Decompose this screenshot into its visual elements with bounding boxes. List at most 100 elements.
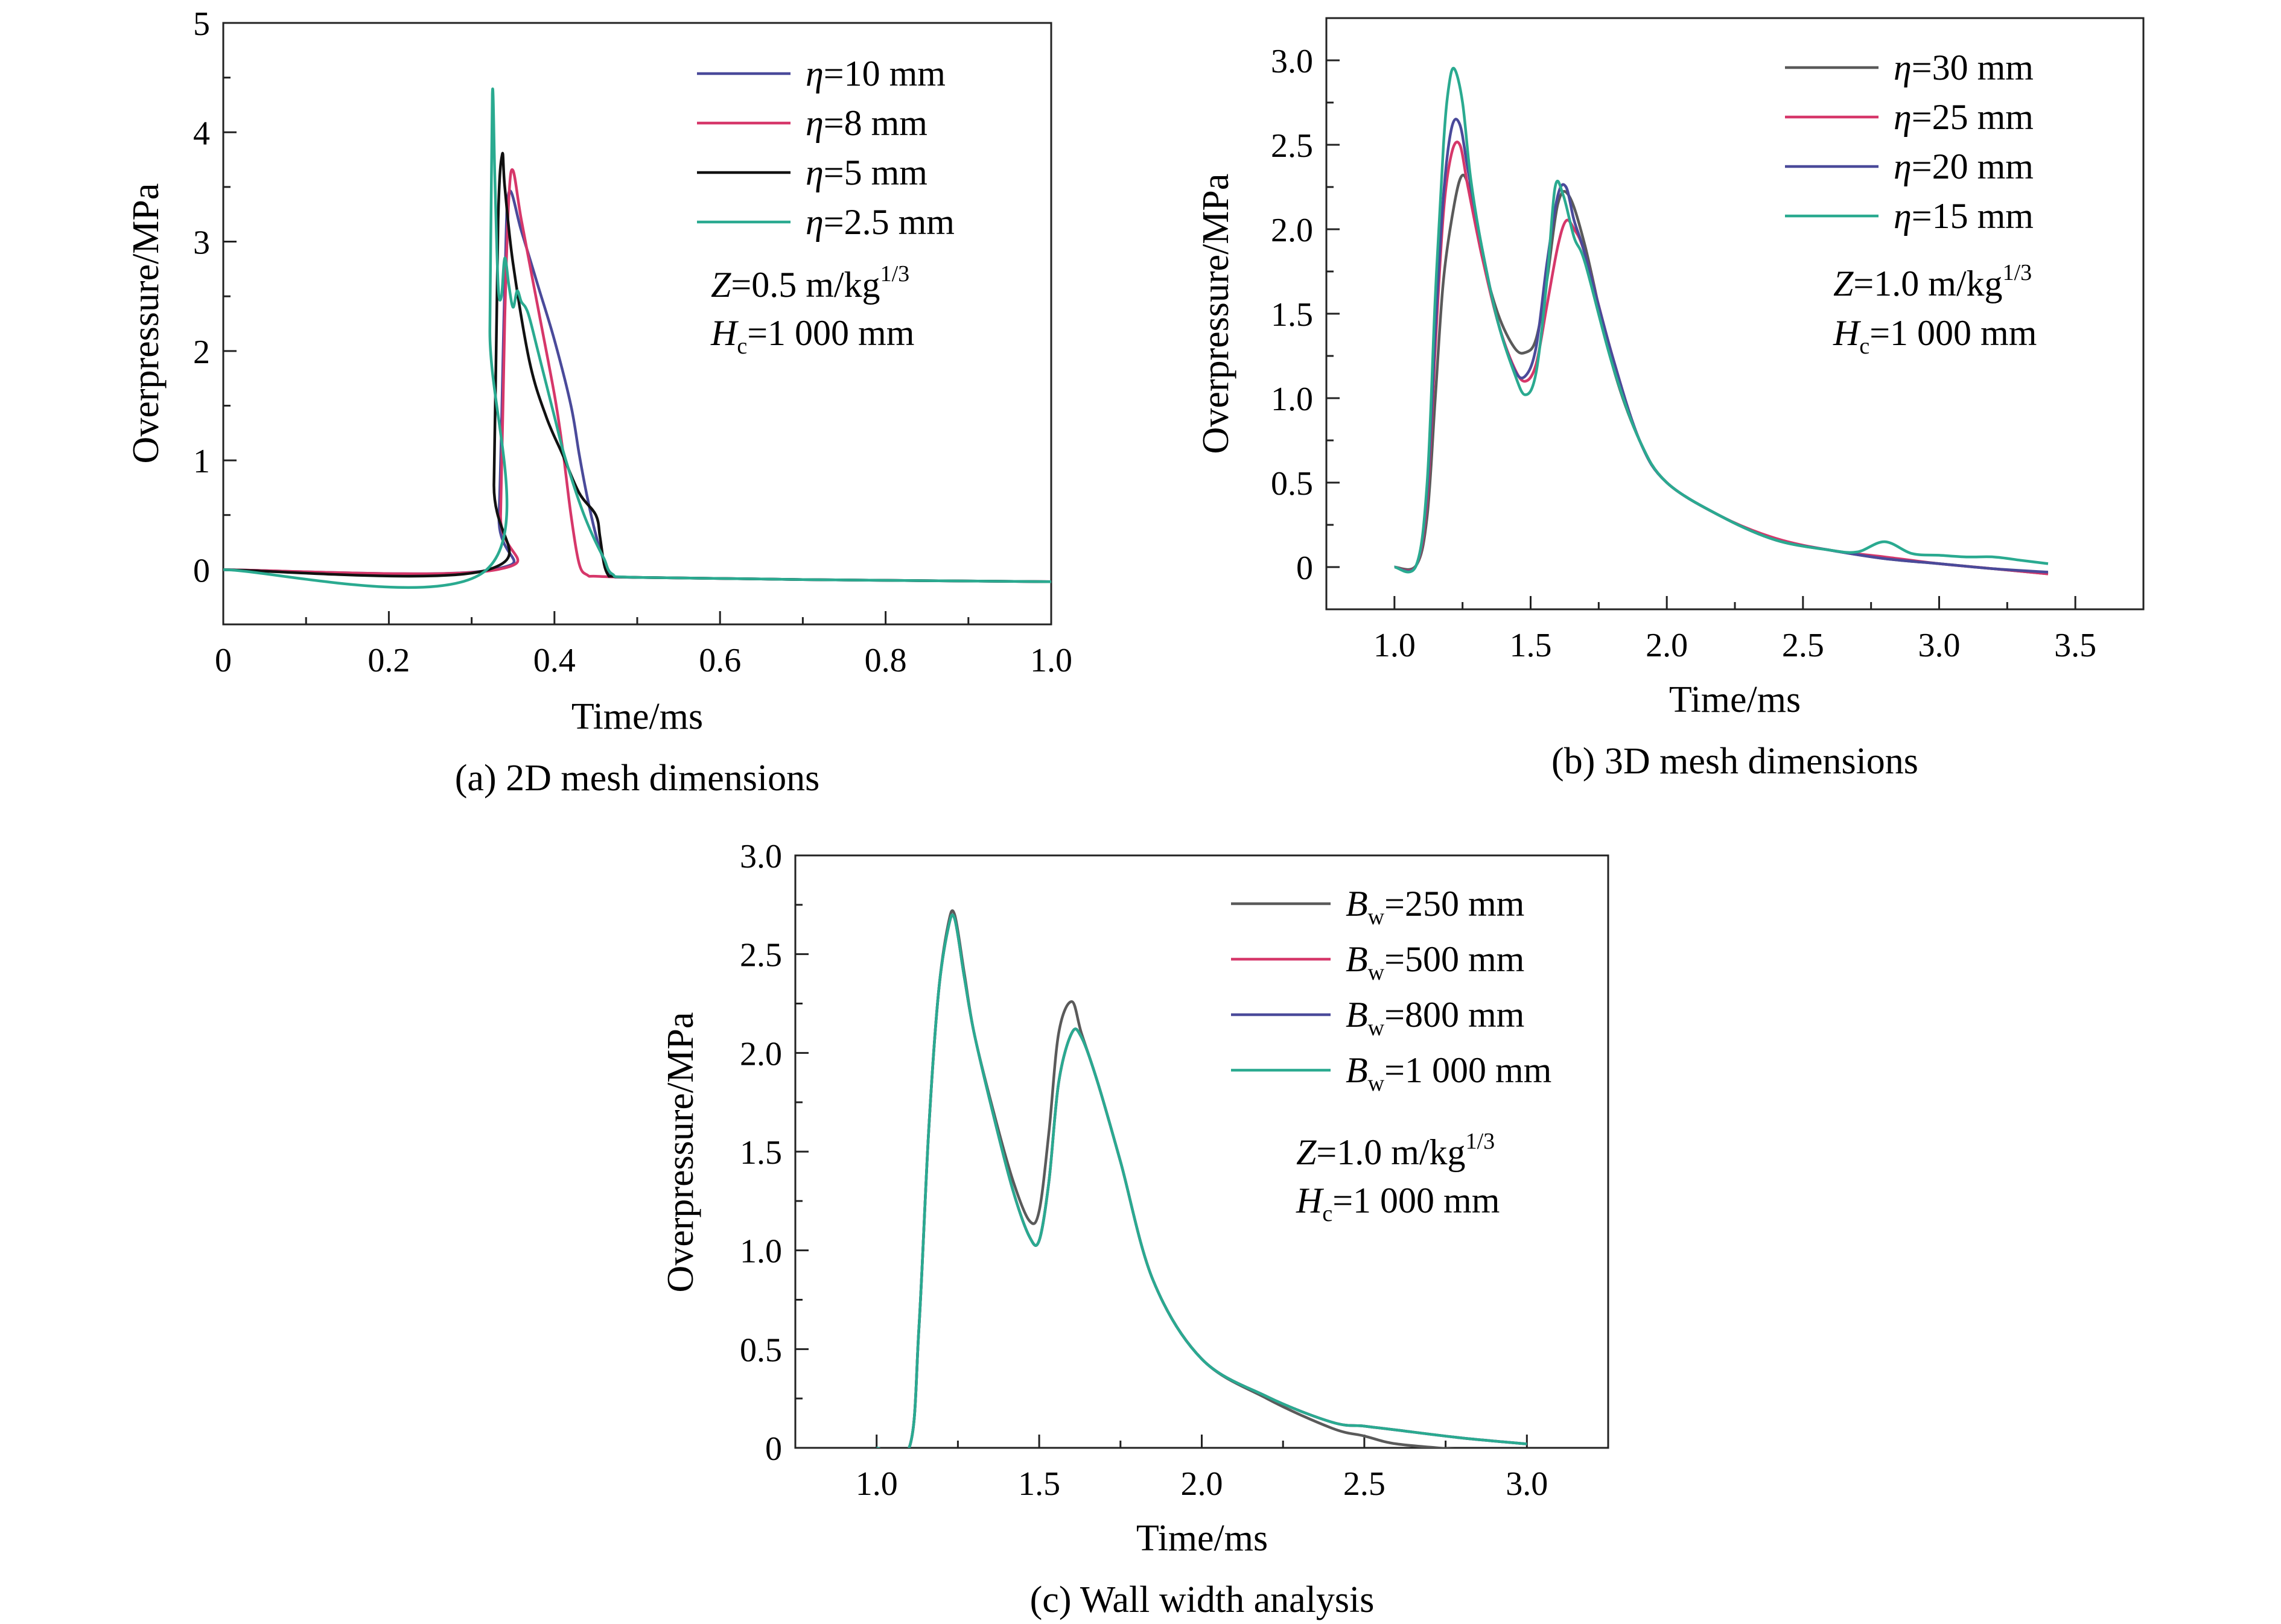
x-axis-label: Time/ms	[1136, 1518, 1268, 1559]
legend-entry: η=30 mm	[1894, 48, 2034, 87]
x-tick-label: 3.0	[1506, 1465, 1548, 1503]
y-tick-label: 0.5	[740, 1331, 782, 1369]
x-tick-label: 0.8	[865, 642, 907, 679]
legend-label: =500 mm	[1384, 939, 1524, 979]
y-tick-label: 0	[765, 1430, 782, 1468]
legend-entry: η=15 mm	[1894, 196, 2034, 236]
legend-entry: η=2.5 mm	[806, 202, 955, 242]
annotation-sup: 1/3	[880, 261, 910, 287]
annotation-z: Z=1.0 m/kg1/3	[1833, 260, 2032, 303]
legend-entry: η=8 mm	[806, 103, 927, 143]
y-tick-label: 1.0	[1271, 381, 1313, 418]
legend-symbol: η	[806, 54, 824, 94]
series-lines	[876, 909, 1527, 1448]
annotation-sub: c	[1322, 1201, 1332, 1226]
y-tick-label: 2.0	[1271, 212, 1313, 249]
legend-label: =800 mm	[1384, 995, 1524, 1035]
legend: η=30 mmη=25 mmη=20 mmη=15 mm	[1785, 48, 2034, 236]
legend-symbol: B	[1346, 1050, 1368, 1090]
series-line-a-3	[223, 87, 1051, 589]
x-tick-label: 0.4	[533, 642, 576, 679]
series-lines	[1394, 66, 2049, 576]
legend-subscript: w	[1368, 1071, 1385, 1096]
y-tick-label: 2.0	[740, 1035, 782, 1073]
y-tick-label: 2.5	[1271, 127, 1313, 165]
legend-symbol: η	[1894, 97, 1912, 137]
y-tick-label: 0	[1296, 550, 1313, 587]
y-tick-label: 1.5	[740, 1134, 782, 1172]
legend-symbol: η	[1894, 48, 1912, 87]
y-tick-label: 4	[193, 115, 210, 152]
y-axis-label: Overpressure/MPa	[126, 183, 167, 464]
panel-caption: (a) 2D mesh dimensions	[455, 758, 819, 799]
annotation-var: Z	[1296, 1132, 1317, 1172]
series-line-b-3	[1394, 66, 2049, 574]
y-axis-label: Overpressure/MPa	[660, 1012, 701, 1293]
legend-subscript: w	[1368, 904, 1385, 930]
legend-label: =20 mm	[1912, 147, 2034, 186]
x-tick-label: 2.0	[1646, 627, 1688, 664]
x-tick-label: 1.0	[1030, 642, 1072, 679]
y-tick-label: 0	[193, 552, 210, 589]
legend-symbol: B	[1346, 884, 1368, 924]
legend-entry: Bw=800 mm	[1346, 995, 1524, 1041]
annotation-var: H	[1833, 313, 1862, 353]
x-tick-label: 2.0	[1181, 1465, 1223, 1503]
annotation-sub: c	[737, 334, 747, 359]
legend-entry: Bw=500 mm	[1346, 939, 1524, 985]
y-tick-label: 5	[193, 5, 210, 43]
annotation-h: Hc=1 000 mm	[1296, 1181, 1500, 1226]
legend-label: =250 mm	[1384, 884, 1524, 924]
x-tick-label: 0	[215, 642, 232, 679]
x-tick-label: 1.0	[856, 1465, 898, 1503]
legend-subscript: w	[1368, 1015, 1385, 1041]
annotation-text: =1 000 mm	[747, 313, 914, 353]
legend-symbol: B	[1346, 995, 1368, 1035]
annotation-text: =1.0 m/kg	[1316, 1132, 1465, 1172]
y-tick-label: 1.0	[740, 1233, 782, 1270]
legend-symbol: η	[806, 103, 824, 143]
annotation-h: Hc=1 000 mm	[1833, 313, 2037, 359]
x-tick-label: 2.5	[1782, 627, 1824, 664]
series-lines	[223, 87, 1051, 589]
series-line-c-3	[876, 913, 1527, 1448]
chart-panel-c: 1.0 1.5 2.0 2.5 3.0 0 0.5 1.0 1.5 2.0 2.5 3.0 Time/m…	[660, 838, 1609, 1620]
x-tick-label: 1.5	[1018, 1465, 1060, 1503]
annotation-text: =1 000 mm	[1869, 313, 2037, 353]
x-tick-label: 1.5	[1510, 627, 1552, 664]
legend-symbol: η	[1894, 147, 1912, 186]
x-tick-label: 1.0	[1373, 627, 1416, 664]
legend-entry: η=20 mm	[1894, 147, 2034, 186]
y-tick-label: 3.0	[1271, 43, 1313, 80]
y-axis-label: Overpressure/MPa	[1195, 174, 1236, 454]
y-tick-label: 2	[193, 334, 210, 371]
y-tick-label: 2.5	[740, 937, 782, 974]
legend-label: =2.5 mm	[824, 202, 955, 242]
annotation-sub: c	[1859, 334, 1869, 359]
annotation-var: Z	[1833, 264, 1854, 303]
legend: η=10 mmη=8 mmη=5 mmη=2.5 mm	[697, 54, 955, 242]
legend-label: =10 mm	[824, 54, 946, 94]
legend-label: =5 mm	[824, 153, 927, 192]
panel-caption: (c) Wall width analysis	[1030, 1579, 1375, 1620]
legend-label: =15 mm	[1912, 196, 2034, 236]
legend-label: =25 mm	[1912, 97, 2034, 137]
legend-entry: η=25 mm	[1894, 97, 2034, 137]
y-tick-label: 0.5	[1271, 465, 1313, 503]
legend-entry: Bw=1 000 mm	[1346, 1050, 1551, 1096]
legend-label: =8 mm	[824, 103, 927, 143]
annotation-var: H	[1296, 1181, 1325, 1220]
annotation-var: H	[710, 313, 739, 353]
x-axis-label: Time/ms	[571, 696, 703, 737]
chart-panel-a: 0 0.2 0.4 0.6 0.8 1.0 0 1 2 3 4 5 Time/ms Overpressur…	[126, 5, 1072, 799]
legend-label: =30 mm	[1912, 48, 2034, 87]
legend-symbol: B	[1346, 939, 1368, 979]
chart-panel-b: 1.0 1.5 2.0 2.5 3.0 3.5 0 0.5 1.0 1.5 2.0 2.5 3.0 Tim…	[1195, 17, 2145, 782]
annotation-var: Z	[711, 265, 731, 305]
panel-caption: (b) 3D mesh dimensions	[1551, 741, 1918, 782]
x-tick-label: 3.0	[1918, 627, 1961, 664]
legend-subscript: w	[1368, 960, 1385, 985]
legend-symbol: η	[1894, 196, 1912, 236]
